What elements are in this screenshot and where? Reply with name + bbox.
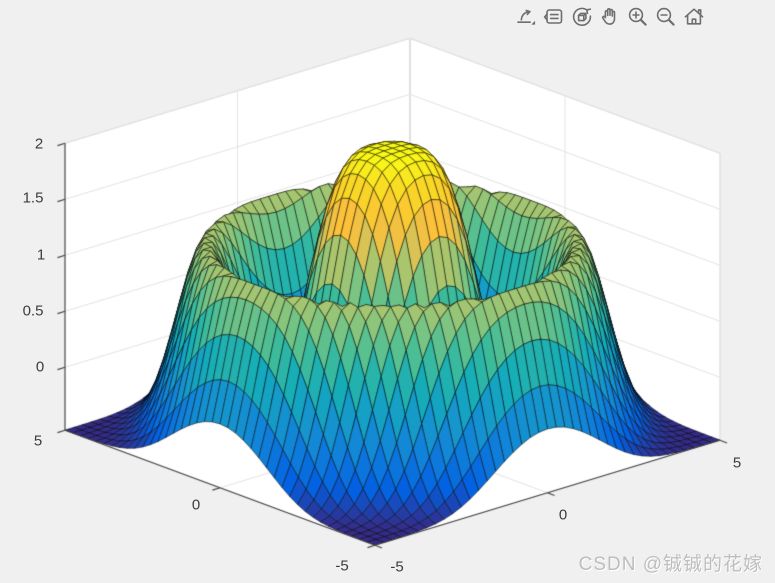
y-tick-0: 0	[191, 496, 201, 514]
datatips-icon[interactable]	[542, 5, 566, 29]
z-tick-1_5: 1.5	[22, 189, 44, 207]
x-tick-m5: -5	[390, 558, 404, 576]
axes-toolbar	[514, 5, 706, 29]
z-tick-0_5: 0.5	[22, 302, 44, 320]
restore-view-icon[interactable]	[682, 5, 706, 29]
y-tick-m5: -5	[335, 557, 349, 575]
export-icon[interactable]	[514, 5, 538, 29]
z-tick-1: 1	[36, 246, 46, 264]
zoom-out-icon[interactable]	[654, 5, 678, 29]
x-tick-5: 5	[732, 454, 742, 472]
y-tick-5: 5	[33, 432, 43, 450]
zoom-in-icon[interactable]	[626, 5, 650, 29]
rotate3d-icon[interactable]	[570, 5, 594, 29]
pan-icon[interactable]	[598, 5, 622, 29]
z-tick-0: 0	[35, 358, 45, 376]
z-tick-2: 2	[34, 135, 44, 153]
csdn-watermark: CSDN @铖铖的花嫁	[578, 554, 763, 575]
x-tick-0: 0	[558, 506, 568, 524]
